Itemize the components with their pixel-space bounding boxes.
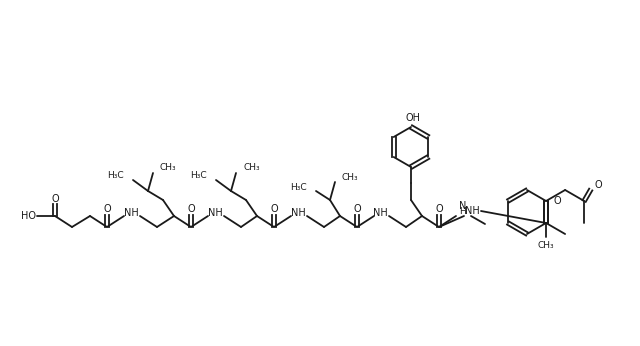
Text: H₃C: H₃C (190, 172, 207, 181)
Text: NH: NH (291, 208, 305, 218)
Text: NH: NH (372, 208, 387, 218)
Text: H₃C: H₃C (108, 172, 124, 181)
Text: O: O (187, 204, 195, 214)
Text: H₃C: H₃C (291, 182, 307, 191)
Text: OH: OH (406, 113, 420, 123)
Text: O: O (103, 204, 111, 214)
Text: O: O (51, 194, 59, 204)
Text: O: O (270, 204, 278, 214)
Text: NH: NH (207, 208, 222, 218)
Text: O: O (595, 180, 602, 190)
Text: NH: NH (124, 208, 138, 218)
Text: CH₃: CH₃ (538, 240, 554, 249)
Text: HO: HO (20, 211, 35, 221)
Text: CH₃: CH₃ (341, 173, 358, 182)
Text: CH₃: CH₃ (160, 164, 177, 173)
Text: O: O (553, 196, 561, 206)
Text: N: N (460, 201, 467, 211)
Text: NH: NH (465, 206, 479, 216)
Text: H: H (460, 208, 467, 217)
Text: CH₃: CH₃ (243, 164, 260, 173)
Text: O: O (435, 204, 443, 214)
Text: O: O (353, 204, 361, 214)
